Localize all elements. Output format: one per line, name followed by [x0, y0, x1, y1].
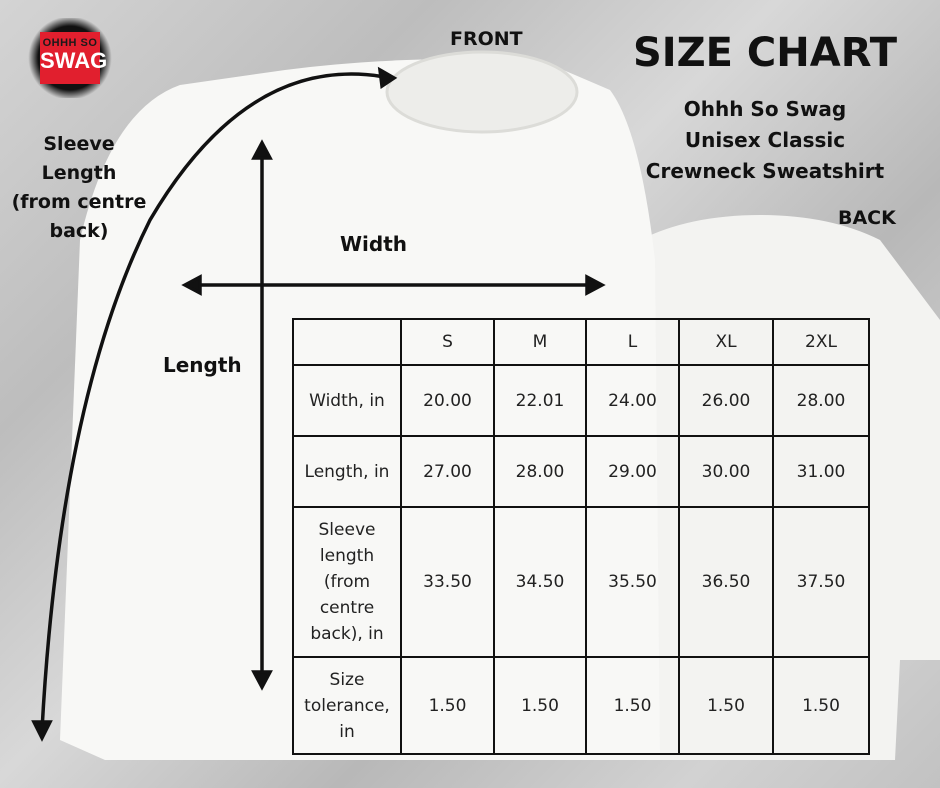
cell: 34.50: [493, 506, 587, 658]
table-row: Width, in 20.00 22.01 24.00 26.00 28.00: [292, 364, 870, 437]
table-row: Length, in 27.00 28.00 29.00 30.00 31.00: [292, 435, 870, 508]
cell: 26.00: [678, 364, 774, 437]
cell: 31.00: [772, 435, 870, 508]
sleeve-label-line: Length: [41, 162, 117, 184]
logo-line1: OHHH SO: [42, 37, 98, 49]
row-label: Size tolerance, in: [292, 656, 402, 755]
cell: 1.50: [678, 656, 774, 755]
table-row: Sleeve length (from centre back), in 33.…: [292, 506, 870, 658]
subtitle-line: Ohhh So Swag: [683, 97, 847, 121]
front-label: FRONT: [450, 28, 523, 50]
width-label: Width: [340, 232, 408, 256]
row-label: Length, in: [292, 435, 402, 508]
cell: 35.50: [585, 506, 680, 658]
sleeve-label-line: back): [49, 220, 109, 242]
cell: 20.00: [400, 364, 495, 437]
size-table: S M L XL 2XL Width, in 20.00 22.01 24.00…: [292, 318, 870, 755]
sleeve-length-label: Sleeve Length (from centre back): [0, 130, 158, 246]
sleeve-arrow-head-top: [377, 66, 398, 90]
cell: 36.50: [678, 506, 774, 658]
cell: 1.50: [772, 656, 870, 755]
cell: 22.01: [493, 364, 587, 437]
header-cell: [292, 318, 402, 366]
subtitle-line: Unisex Classic: [684, 128, 846, 152]
header-cell: XL: [678, 318, 774, 366]
width-arrow-head-left: [181, 274, 202, 296]
header-cell: 2XL: [772, 318, 870, 366]
row-label: Width, in: [292, 364, 402, 437]
cell: 29.00: [585, 435, 680, 508]
cell: 33.50: [400, 506, 495, 658]
table-header-row: S M L XL 2XL: [292, 318, 870, 366]
back-label: BACK: [838, 207, 896, 229]
cell: 27.00: [400, 435, 495, 508]
sleeve-label-line: (from centre: [11, 191, 147, 213]
cell: 37.50: [772, 506, 870, 658]
sleeve-length-arrow: [40, 72, 391, 731]
cell: 28.00: [493, 435, 587, 508]
header-cell: L: [585, 318, 680, 366]
page-title: SIZE CHART: [632, 30, 898, 76]
cell: 1.50: [585, 656, 680, 755]
cell: 24.00: [585, 364, 680, 437]
brand-logo: OHHH SO SWAG: [28, 18, 112, 98]
product-subtitle: Ohhh So Swag Unisex Classic Crewneck Swe…: [620, 94, 910, 187]
header-cell: S: [400, 318, 495, 366]
length-label: Length: [163, 353, 242, 377]
cell: 1.50: [400, 656, 495, 755]
sleeve-label-line: Sleeve: [43, 133, 115, 155]
length-arrow-head-bottom: [251, 670, 273, 691]
length-arrow-head-top: [251, 139, 273, 160]
collar: [385, 50, 579, 134]
table-row: Size tolerance, in 1.50 1.50 1.50 1.50 1…: [292, 656, 870, 755]
logo-line2: SWAG: [40, 48, 108, 73]
cell: 1.50: [493, 656, 587, 755]
subtitle-line: Crewneck Sweatshirt: [645, 159, 885, 183]
cell: 30.00: [678, 435, 774, 508]
header-cell: M: [493, 318, 587, 366]
row-label: Sleeve length (from centre back), in: [292, 506, 402, 658]
sleeve-arrow-head-bottom: [31, 720, 53, 742]
cell: 28.00: [772, 364, 870, 437]
width-arrow-head-right: [585, 274, 606, 296]
